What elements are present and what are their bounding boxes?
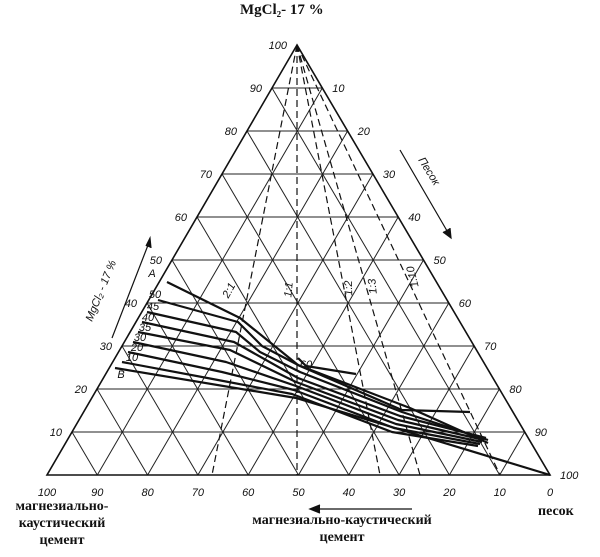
bottom-tick-60: 60	[242, 487, 255, 499]
grid-line-left-7	[121, 345, 199, 476]
bottom-tick-40: 40	[343, 487, 356, 499]
ratio-label-1-1: 1:1	[282, 281, 296, 297]
isolines	[114, 281, 551, 477]
bottom-tick-80: 80	[141, 487, 154, 499]
left-tick-70: 70	[200, 169, 213, 181]
right-tick-90: 90	[535, 427, 548, 439]
left-tick-80: 80	[225, 126, 238, 138]
bottom-tick-100: 100	[38, 487, 57, 499]
isoline-label-a: A	[147, 268, 155, 280]
ratio-label-1-2: 1:2	[343, 280, 356, 296]
ratio-label-1-10: 1:10	[404, 264, 421, 289]
isoline-label-20: 20	[130, 342, 144, 354]
left-tick-100: 100	[269, 40, 288, 52]
isoline-20	[127, 350, 481, 446]
bottom-axis-label-line-1: магнезиально-каустический	[252, 513, 432, 528]
isoline-label-45: 45	[147, 301, 160, 313]
bottom-axis-label-line-2: цемент	[319, 530, 365, 545]
grid-line-left-8	[96, 388, 149, 476]
isoline-label-10: 10	[126, 352, 139, 364]
isoline-40	[141, 320, 487, 440]
isoline-b	[114, 366, 551, 477]
isoline-label-30: 30	[134, 332, 147, 344]
left-tick-10: 10	[50, 427, 63, 439]
bottom-tick-30: 30	[393, 487, 406, 499]
isoline-60	[297, 357, 357, 376]
left-tick-60: 60	[175, 212, 188, 224]
right-tick-60: 60	[459, 298, 472, 310]
triangle-frame	[45, 43, 552, 476]
left-tick-90: 90	[250, 83, 263, 95]
bottom-tick-50: 50	[292, 487, 305, 499]
grid-line-right-9	[499, 431, 526, 476]
grid-line-right-1	[96, 87, 323, 476]
ratio-line-1-3	[296, 44, 421, 476]
triangle-grid	[71, 87, 526, 476]
bottom-left-vertex-label: магнезиально- каустический цемент	[6, 498, 118, 549]
right-tick-40: 40	[408, 212, 421, 224]
grid-line-left-3	[221, 173, 400, 476]
bottom-tick-70: 70	[192, 487, 205, 499]
right-tick-20: 20	[357, 126, 371, 138]
triangle-outline	[45, 43, 552, 476]
grid-line-right-3	[197, 173, 374, 476]
left-tick-30: 30	[100, 341, 113, 353]
left-axis-label: MgCl₂ - 17 %	[84, 258, 119, 323]
bottom-axis-label: магнезиально-каустический цемент	[226, 512, 458, 546]
bottom-right-vertex-label: песок	[538, 504, 574, 519]
left-axis-arrow	[111, 235, 152, 339]
right-tick-10: 10	[332, 83, 345, 95]
isoline-35	[137, 330, 485, 442]
left-tick-40: 40	[125, 298, 138, 310]
ratio-labels: 2:1 1:1 1:2 1:3 1:10	[220, 264, 422, 301]
isoline-label-60: 60	[300, 359, 313, 371]
right-tick-80: 80	[509, 384, 522, 396]
ratio-lines	[211, 44, 501, 476]
isoline-label-50: 50	[149, 289, 162, 301]
top-vertex-label: MgCl₂- 17 %	[240, 2, 324, 18]
ratio-line-1-10	[296, 44, 501, 476]
grid-line-right-6	[348, 302, 450, 476]
bottom-left-label-line-3: цемент	[39, 533, 85, 548]
tick-labels: 1020304050607080901001020304050607080901…	[38, 40, 579, 499]
bottom-tick-0: 0	[547, 487, 554, 499]
grid-line-left-6	[146, 302, 249, 476]
grid-line-left-9	[71, 431, 98, 476]
isoline-45	[146, 310, 489, 442]
right-tick-50: 50	[434, 255, 447, 267]
grid-line-left-1	[271, 87, 501, 476]
bottom-tick-10: 10	[494, 487, 507, 499]
grid-line-right-5	[298, 259, 424, 476]
right-tick-30: 30	[383, 169, 396, 181]
bottom-left-label-line-1: магнезиально-	[15, 499, 109, 514]
ratio-label-1-3: 1:3	[366, 277, 380, 294]
isoline-30	[132, 340, 483, 444]
right-tick-100: 100	[560, 470, 579, 482]
bottom-tick-20: 20	[442, 487, 456, 499]
isoline-label-b: B	[117, 369, 124, 381]
ratio-label-2-1: 2:1	[220, 281, 238, 301]
right-axis-arrow	[399, 149, 452, 240]
left-tick-50: 50	[150, 255, 163, 267]
bottom-left-label-line-2: каустический	[18, 516, 106, 531]
right-tick-70: 70	[484, 341, 497, 353]
ratio-line-2-1	[211, 44, 298, 476]
isoline-label-35: 35	[139, 322, 152, 334]
isoline-label-40: 40	[142, 312, 155, 324]
bottom-tick-90: 90	[91, 487, 104, 499]
isoline-50	[157, 298, 471, 414]
left-tick-20: 20	[74, 384, 88, 396]
grid-line-right-8	[448, 388, 500, 476]
bottom-axis-arrow	[308, 504, 412, 514]
